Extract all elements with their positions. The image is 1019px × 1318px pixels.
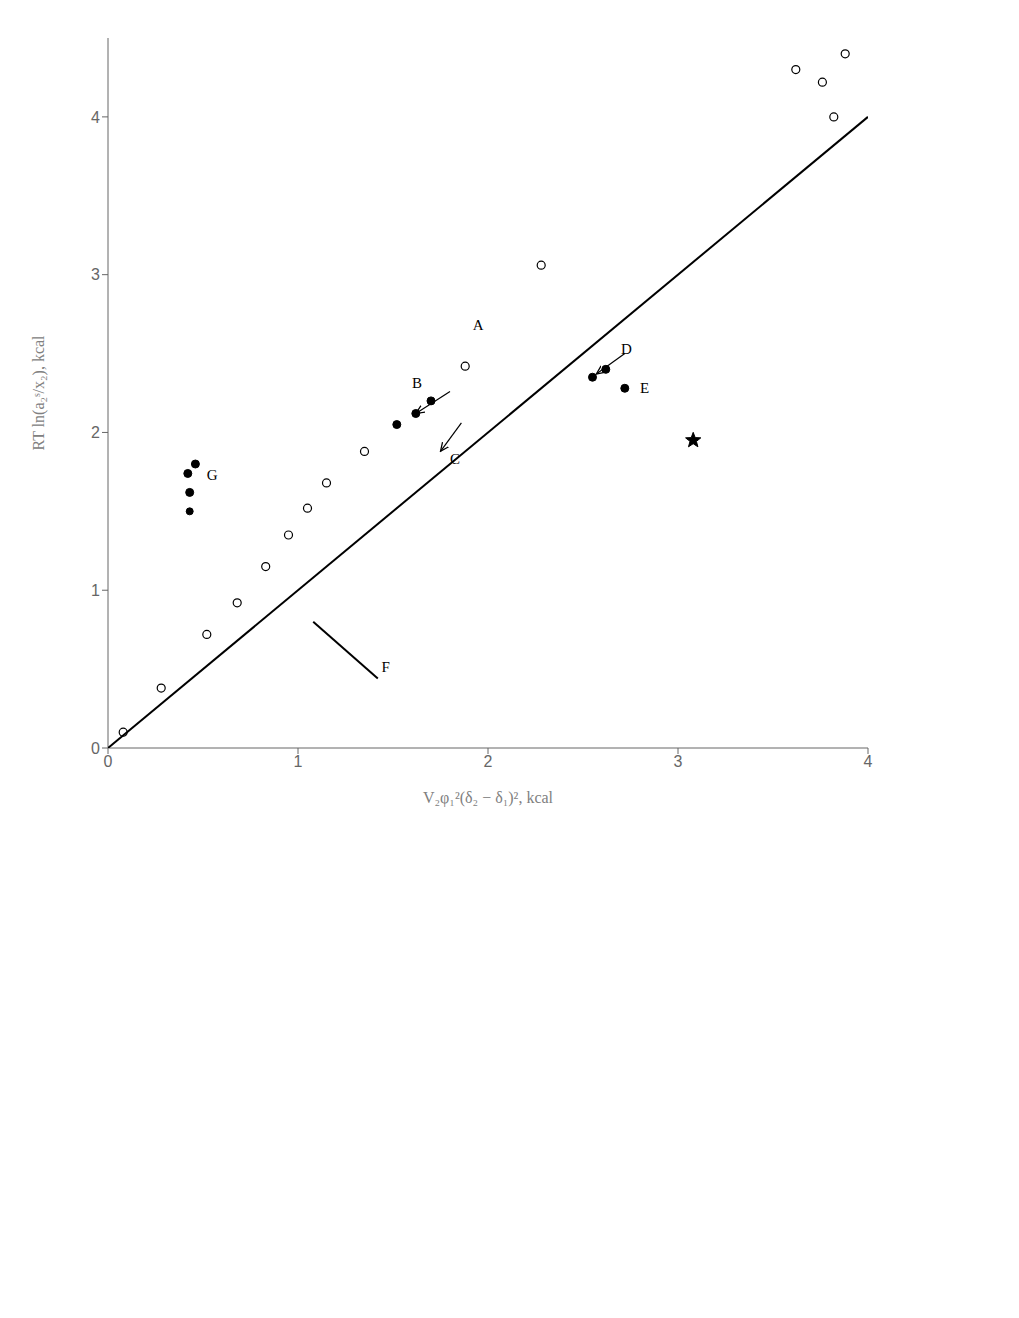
svg-text:0: 0 [91,740,100,757]
svg-text:1: 1 [294,753,303,770]
svg-text:F: F [382,659,390,675]
svg-text:RT ln(a₂ˢ/x₂), kcal: RT ln(a₂ˢ/x₂), kcal [30,335,48,451]
svg-text:A: A [473,317,484,333]
svg-text:C: C [450,451,460,467]
svg-text:3: 3 [91,266,100,283]
svg-text:2: 2 [91,424,100,441]
svg-text:4: 4 [91,109,100,126]
svg-text:0: 0 [104,753,113,770]
svg-text:4: 4 [864,753,873,770]
svg-text:V₂φ₁²(δ₂ − δ₁)², kcal: V₂φ₁²(δ₂ − δ₁)², kcal [423,789,554,807]
svg-text:B: B [412,375,422,391]
svg-text:3: 3 [674,753,683,770]
svg-text:D: D [621,341,632,357]
svg-text:1: 1 [91,582,100,599]
svg-text:E: E [640,380,649,396]
svg-text:2: 2 [484,753,493,770]
svg-text:G: G [207,467,218,483]
